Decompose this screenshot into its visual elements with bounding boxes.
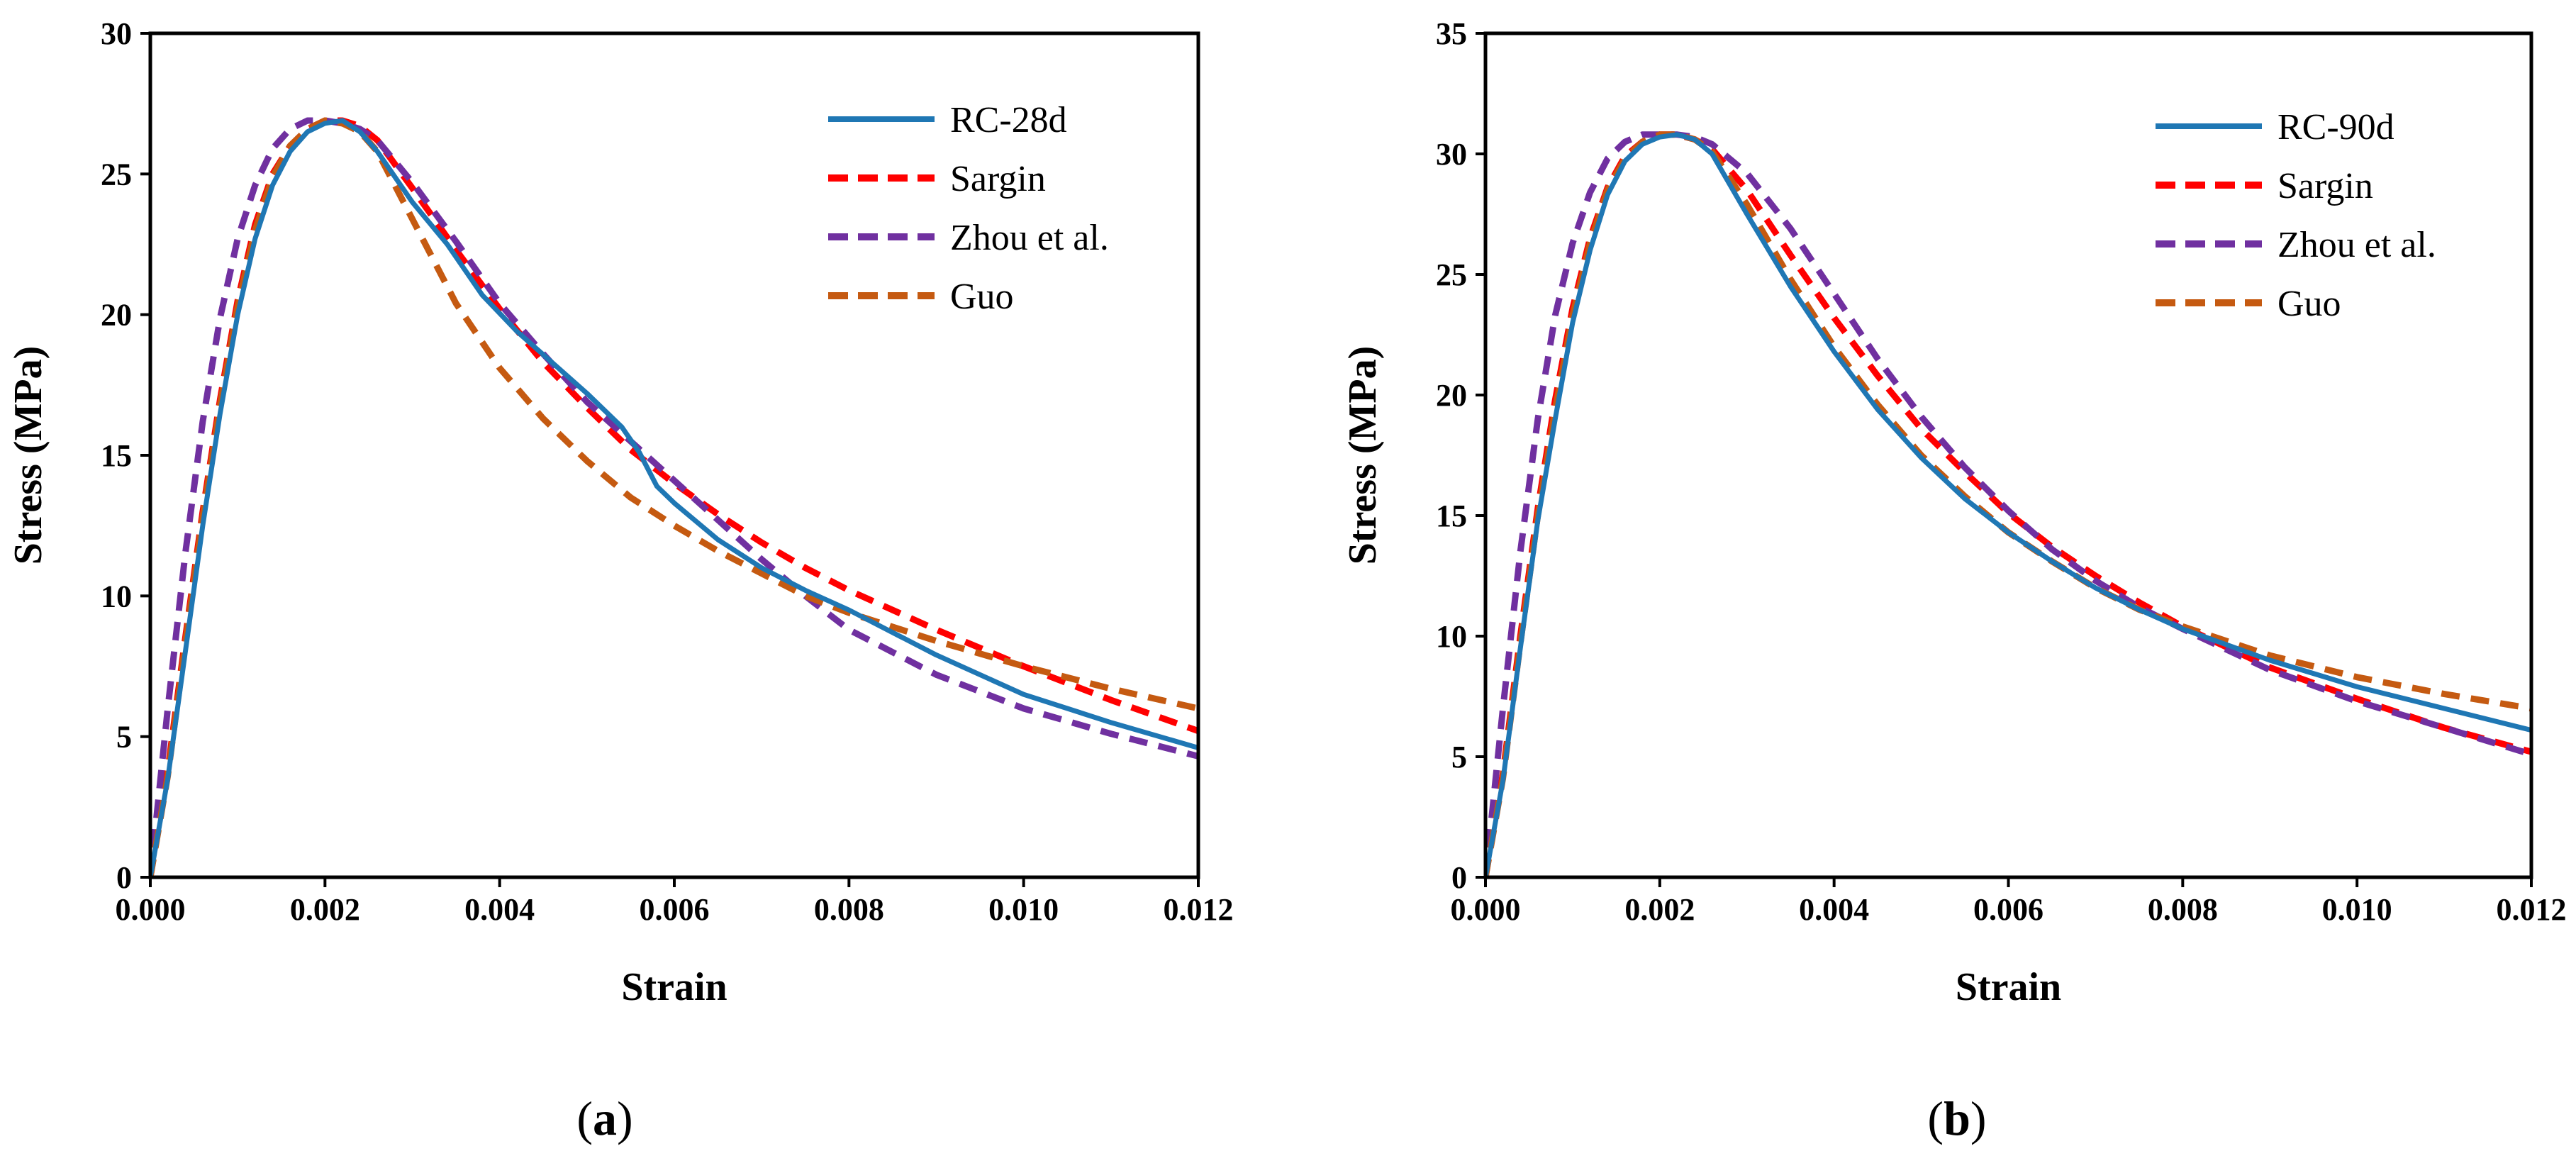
x-tick-label: 0.006	[640, 892, 710, 927]
y-tick-label: 25	[101, 157, 132, 191]
panel-label: (b)	[1927, 1091, 1986, 1145]
y-axis-title: Stress (MPa)	[1341, 346, 1385, 565]
legend: RC-90d Sargin Zhou et al. Guo	[2156, 107, 2436, 324]
x-tick-label: 0.008	[814, 892, 884, 927]
legend-label: Guo	[950, 277, 1014, 317]
y-tick-label: 25	[1436, 257, 1467, 292]
y-tick-label: 10	[101, 579, 132, 613]
y-tick-label: 30	[101, 16, 132, 51]
panel-b-stress-strain-chart: 0.000 0.002 0.004 0.006 0.008 0.010 0.012 0 5 10 1…	[1341, 16, 2567, 1145]
y-tick-label: 5	[1451, 740, 1467, 774]
series-line-rc-90d	[1485, 132, 2531, 877]
x-tick-label: 0.008	[2148, 892, 2218, 927]
x-tick-label: 0.000	[1451, 892, 1521, 927]
x-tick-label: 0.004	[1799, 892, 1869, 927]
x-axis-title: Strain	[621, 965, 727, 1009]
legend-label: Sargin	[950, 159, 1046, 199]
plot-frame	[1483, 31, 2533, 879]
x-tick-label: 0.012	[1164, 892, 1234, 927]
panel-a-stress-strain-chart: 0.000 0.002 0.004 0.006 0.008 0.010 0.012 0 5 10 1…	[6, 16, 1234, 1145]
x-tick-label: 0.000	[116, 892, 186, 927]
series-lines	[1485, 131, 2531, 877]
series-lines	[150, 117, 1198, 877]
x-axis-title: Strain	[1956, 965, 2061, 1009]
y-tick-label: 0	[1451, 860, 1467, 895]
y-tick-label: 15	[1436, 499, 1467, 533]
y-tick-label: 35	[1436, 16, 1467, 51]
legend-item-guo: Guo	[828, 277, 1014, 317]
y-tick-label: 5	[116, 720, 132, 755]
x-tick-label: 0.012	[2497, 892, 2567, 927]
legend-label: Sargin	[2277, 166, 2373, 206]
y-tick-label: 15	[101, 438, 132, 473]
x-tick-label: 0.002	[290, 892, 360, 927]
legend-item-sargin: Sargin	[828, 159, 1046, 199]
legend-item-zhou-et-al: Zhou et al.	[2156, 225, 2436, 265]
legend-item-rc-90d: RC-90d	[2156, 107, 2394, 148]
legend-label: RC-28d	[950, 100, 1067, 140]
x-tick-label: 0.010	[988, 892, 1059, 927]
legend-label: RC-90d	[2277, 107, 2394, 148]
legend-item-zhou-et-al: Zhou et al.	[828, 218, 1109, 258]
y-tick-label: 10	[1436, 619, 1467, 654]
x-tick-label: 0.004	[464, 892, 535, 927]
x-tick-label: 0.006	[1973, 892, 2043, 927]
legend-item-rc-28d: RC-28d	[828, 100, 1067, 140]
legend-label: Zhou et al.	[2277, 225, 2436, 265]
legend-item-sargin: Sargin	[2156, 166, 2373, 206]
y-tick-label: 30	[1436, 137, 1467, 172]
y-axis-title: Stress (MPa)	[6, 346, 50, 565]
panel-label: (a)	[576, 1091, 632, 1145]
legend: RC-28d Sargin Zhou et al. Guo	[828, 100, 1109, 317]
legend-label: Guo	[2277, 284, 2341, 324]
x-tick-label: 0.002	[1624, 892, 1695, 927]
x-tick-label: 0.010	[2322, 892, 2392, 927]
series-line-rc-28d	[150, 118, 1198, 877]
y-tick-label: 20	[1436, 378, 1467, 413]
y-tick-label: 20	[101, 298, 132, 333]
y-tick-label: 0	[116, 860, 132, 895]
legend-label: Zhou et al.	[950, 218, 1109, 258]
legend-item-guo: Guo	[2156, 284, 2341, 324]
